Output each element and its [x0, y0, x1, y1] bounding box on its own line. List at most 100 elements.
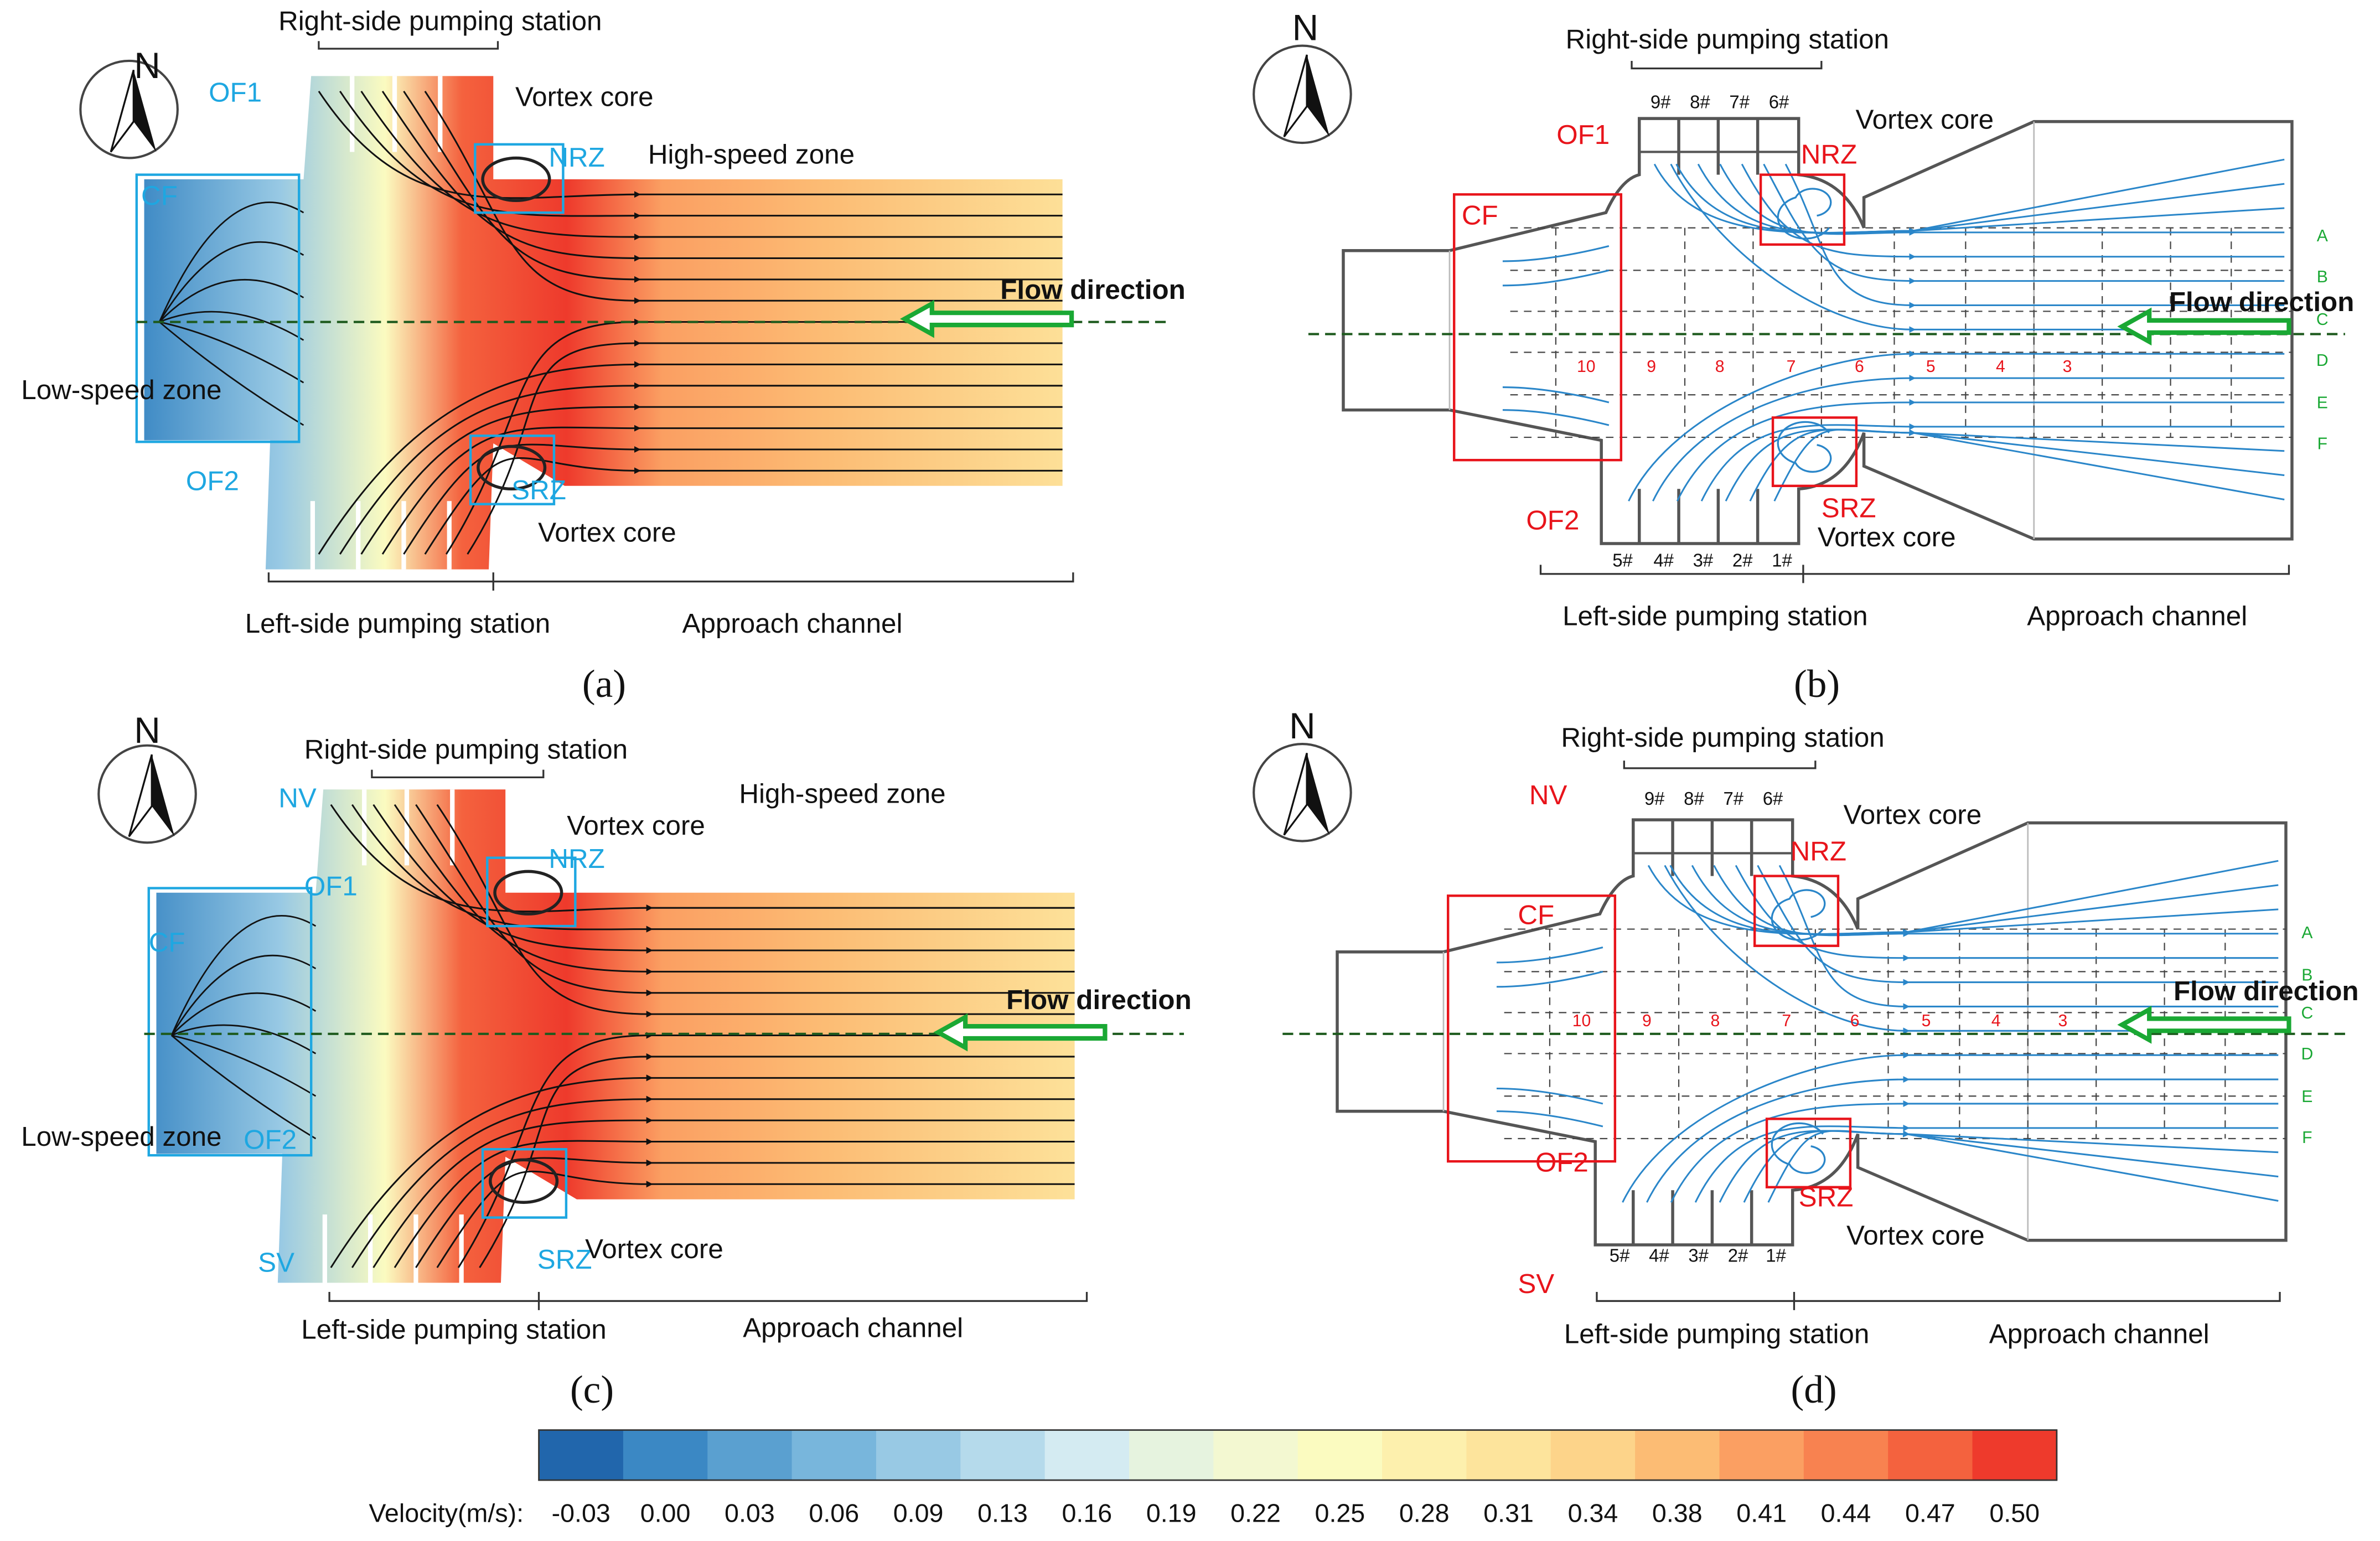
zone-box — [486, 856, 577, 928]
bracket — [318, 41, 499, 50]
streamline — [1670, 163, 2285, 333]
streamline — [1697, 163, 2285, 235]
streamline — [403, 90, 1063, 283]
colorbar-tick: 0.47 — [1905, 1498, 1955, 1527]
streamline — [1784, 163, 2285, 309]
flow-arrow — [2117, 307, 2291, 346]
colorbar-tick: 0.41 — [1736, 1498, 1787, 1527]
colorbar-tick: 0.00 — [640, 1498, 691, 1527]
north: N — [1292, 7, 1319, 48]
streamline — [1502, 269, 1610, 287]
vortex — [1771, 889, 1826, 941]
station-label: Left-side pumping station — [245, 608, 551, 639]
colorbar-tick: 0.22 — [1230, 1498, 1281, 1527]
streamline — [170, 992, 317, 1036]
section-label: 6 — [1855, 358, 1864, 376]
annotation: Vortex core — [1855, 105, 1994, 135]
station-label: Right-side pumping station — [278, 6, 602, 36]
row-label: B — [2317, 268, 2328, 286]
colorbar-swatch — [1466, 1430, 1552, 1481]
vortex — [489, 1158, 559, 1204]
bracket — [1623, 761, 1817, 769]
streamline — [372, 1117, 1075, 1268]
row-label: E — [2317, 394, 2328, 412]
unit-label: 9# — [1644, 788, 1665, 809]
colorbar-tick: 0.50 — [1989, 1498, 2040, 1527]
row-label: B — [2301, 966, 2312, 985]
colorbar-tick: 0.06 — [809, 1498, 859, 1527]
streamline — [1496, 947, 1603, 964]
unit-label: 8# — [1684, 788, 1704, 809]
unit-label: 8# — [1690, 91, 1710, 112]
streamline — [158, 201, 304, 323]
row-label: D — [2316, 351, 2329, 370]
vortex — [493, 870, 563, 916]
annotation: NRZ — [549, 142, 604, 173]
zone-box — [1452, 193, 1623, 462]
colorbar-tick: 0.03 — [725, 1498, 775, 1527]
section-label: 8 — [1710, 1012, 1720, 1030]
flow-label: Flow direction — [2169, 287, 2355, 317]
flow-arrow — [933, 1013, 1108, 1052]
compass-needle — [128, 754, 153, 837]
zone-box — [469, 435, 556, 505]
streamline — [1719, 163, 2285, 236]
row-label: F — [2302, 1129, 2312, 1147]
streamline — [1664, 865, 2279, 1035]
velocity-field — [144, 76, 1063, 570]
streamline — [1622, 1052, 2279, 1203]
streamline — [479, 1053, 1075, 1268]
bracket — [328, 1291, 1088, 1310]
station-label: Left-side pumping station — [1562, 601, 1868, 631]
zone-box — [135, 173, 301, 443]
annotation: OF1 — [1556, 120, 1610, 150]
colorbar-swatch — [623, 1430, 708, 1481]
section-label: 4 — [1991, 1012, 2001, 1030]
streamline — [1694, 1124, 2279, 1203]
north: N — [134, 45, 161, 86]
row-label: A — [2301, 924, 2313, 942]
row-label: C — [2316, 311, 2329, 329]
unit-label: 3# — [1688, 1245, 1709, 1266]
annotation: OF1 — [209, 77, 262, 107]
annotation: NRZ — [549, 844, 604, 874]
channel-label: Approach channel — [1989, 1319, 2210, 1349]
flow-arrow — [899, 299, 1074, 338]
unit-label: 1# — [1766, 1245, 1786, 1266]
colorbar-tick: 0.25 — [1315, 1498, 1365, 1527]
annotation: NRZ — [1801, 139, 1857, 170]
colorbar-tick: 0.16 — [1062, 1498, 1112, 1527]
panel-label: (c) — [570, 1368, 614, 1411]
colorbar-swatch — [1803, 1430, 1889, 1481]
unit-label: 4# — [1653, 550, 1674, 571]
colorbar-swatch — [707, 1430, 793, 1481]
streamline — [171, 1035, 317, 1097]
streamline — [1713, 865, 2279, 937]
streamline — [1670, 1100, 2279, 1203]
channel-label: Approach channel — [682, 608, 903, 639]
streamline — [424, 457, 1063, 555]
colorbar-swatch — [1635, 1430, 1720, 1481]
section-label: 7 — [1782, 1012, 1791, 1030]
streamline — [330, 804, 1075, 913]
section-label: 5 — [1926, 358, 1936, 376]
annotation: CF — [149, 927, 185, 958]
streamline — [1773, 428, 2285, 501]
colorbar-tick: 0.28 — [1399, 1498, 1450, 1527]
colorbar-tick: 0.44 — [1821, 1498, 1871, 1527]
streamline — [1628, 350, 2285, 501]
streamline — [171, 1024, 317, 1054]
annotation: Vortex core — [1844, 800, 1982, 830]
section-label: 9 — [1647, 358, 1656, 376]
annotation: OF2 — [1526, 505, 1579, 536]
streamline — [445, 318, 1063, 555]
colorbar-tick: 0.34 — [1568, 1498, 1618, 1527]
colorbar-swatch — [960, 1430, 1046, 1481]
streamline — [158, 278, 304, 323]
annotation: CF — [1462, 200, 1498, 230]
panel-label: (b) — [1794, 662, 1840, 706]
annotation: NRZ — [1791, 836, 1846, 866]
streamline — [1502, 409, 1610, 426]
